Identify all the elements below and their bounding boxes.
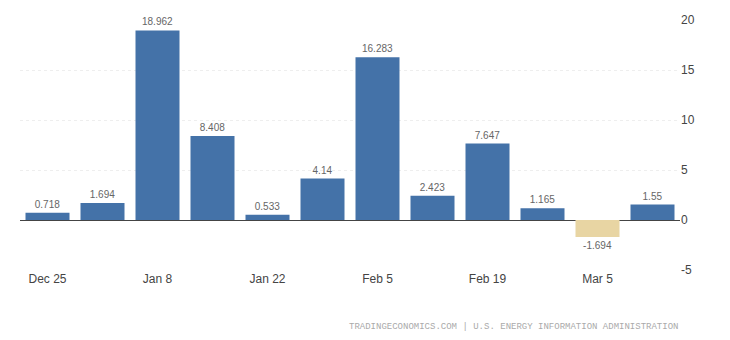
svg-text:Feb 5: Feb 5 bbox=[362, 272, 393, 286]
svg-text:Dec 25: Dec 25 bbox=[28, 272, 66, 286]
svg-text:15: 15 bbox=[681, 63, 695, 77]
svg-text:18.962: 18.962 bbox=[142, 16, 173, 27]
svg-text:-5: -5 bbox=[681, 263, 692, 277]
svg-text:10: 10 bbox=[681, 113, 695, 127]
svg-text:8.408: 8.408 bbox=[200, 122, 225, 133]
svg-text:TRADINGECONOMICS.COM | U.S. EN: TRADINGECONOMICS.COM | U.S. ENERGY INFOR… bbox=[349, 322, 678, 332]
svg-text:0: 0 bbox=[681, 213, 688, 227]
svg-text:2.423: 2.423 bbox=[420, 182, 445, 193]
svg-text:Jan 22: Jan 22 bbox=[249, 272, 285, 286]
svg-text:Mar 5: Mar 5 bbox=[582, 272, 613, 286]
svg-text:Feb 19: Feb 19 bbox=[469, 272, 507, 286]
svg-text:0.718: 0.718 bbox=[35, 199, 60, 210]
svg-text:0.533: 0.533 bbox=[255, 201, 280, 212]
svg-text:Jan 8: Jan 8 bbox=[143, 272, 173, 286]
svg-text:-1.694: -1.694 bbox=[583, 240, 612, 251]
svg-text:4.14: 4.14 bbox=[313, 165, 333, 176]
svg-text:16.283: 16.283 bbox=[362, 43, 393, 54]
svg-text:1.55: 1.55 bbox=[643, 191, 663, 202]
svg-text:20: 20 bbox=[681, 13, 695, 27]
svg-text:1.165: 1.165 bbox=[530, 194, 555, 205]
svg-text:5: 5 bbox=[681, 163, 688, 177]
svg-text:7.647: 7.647 bbox=[475, 130, 500, 141]
svg-text:1.694: 1.694 bbox=[90, 189, 115, 200]
